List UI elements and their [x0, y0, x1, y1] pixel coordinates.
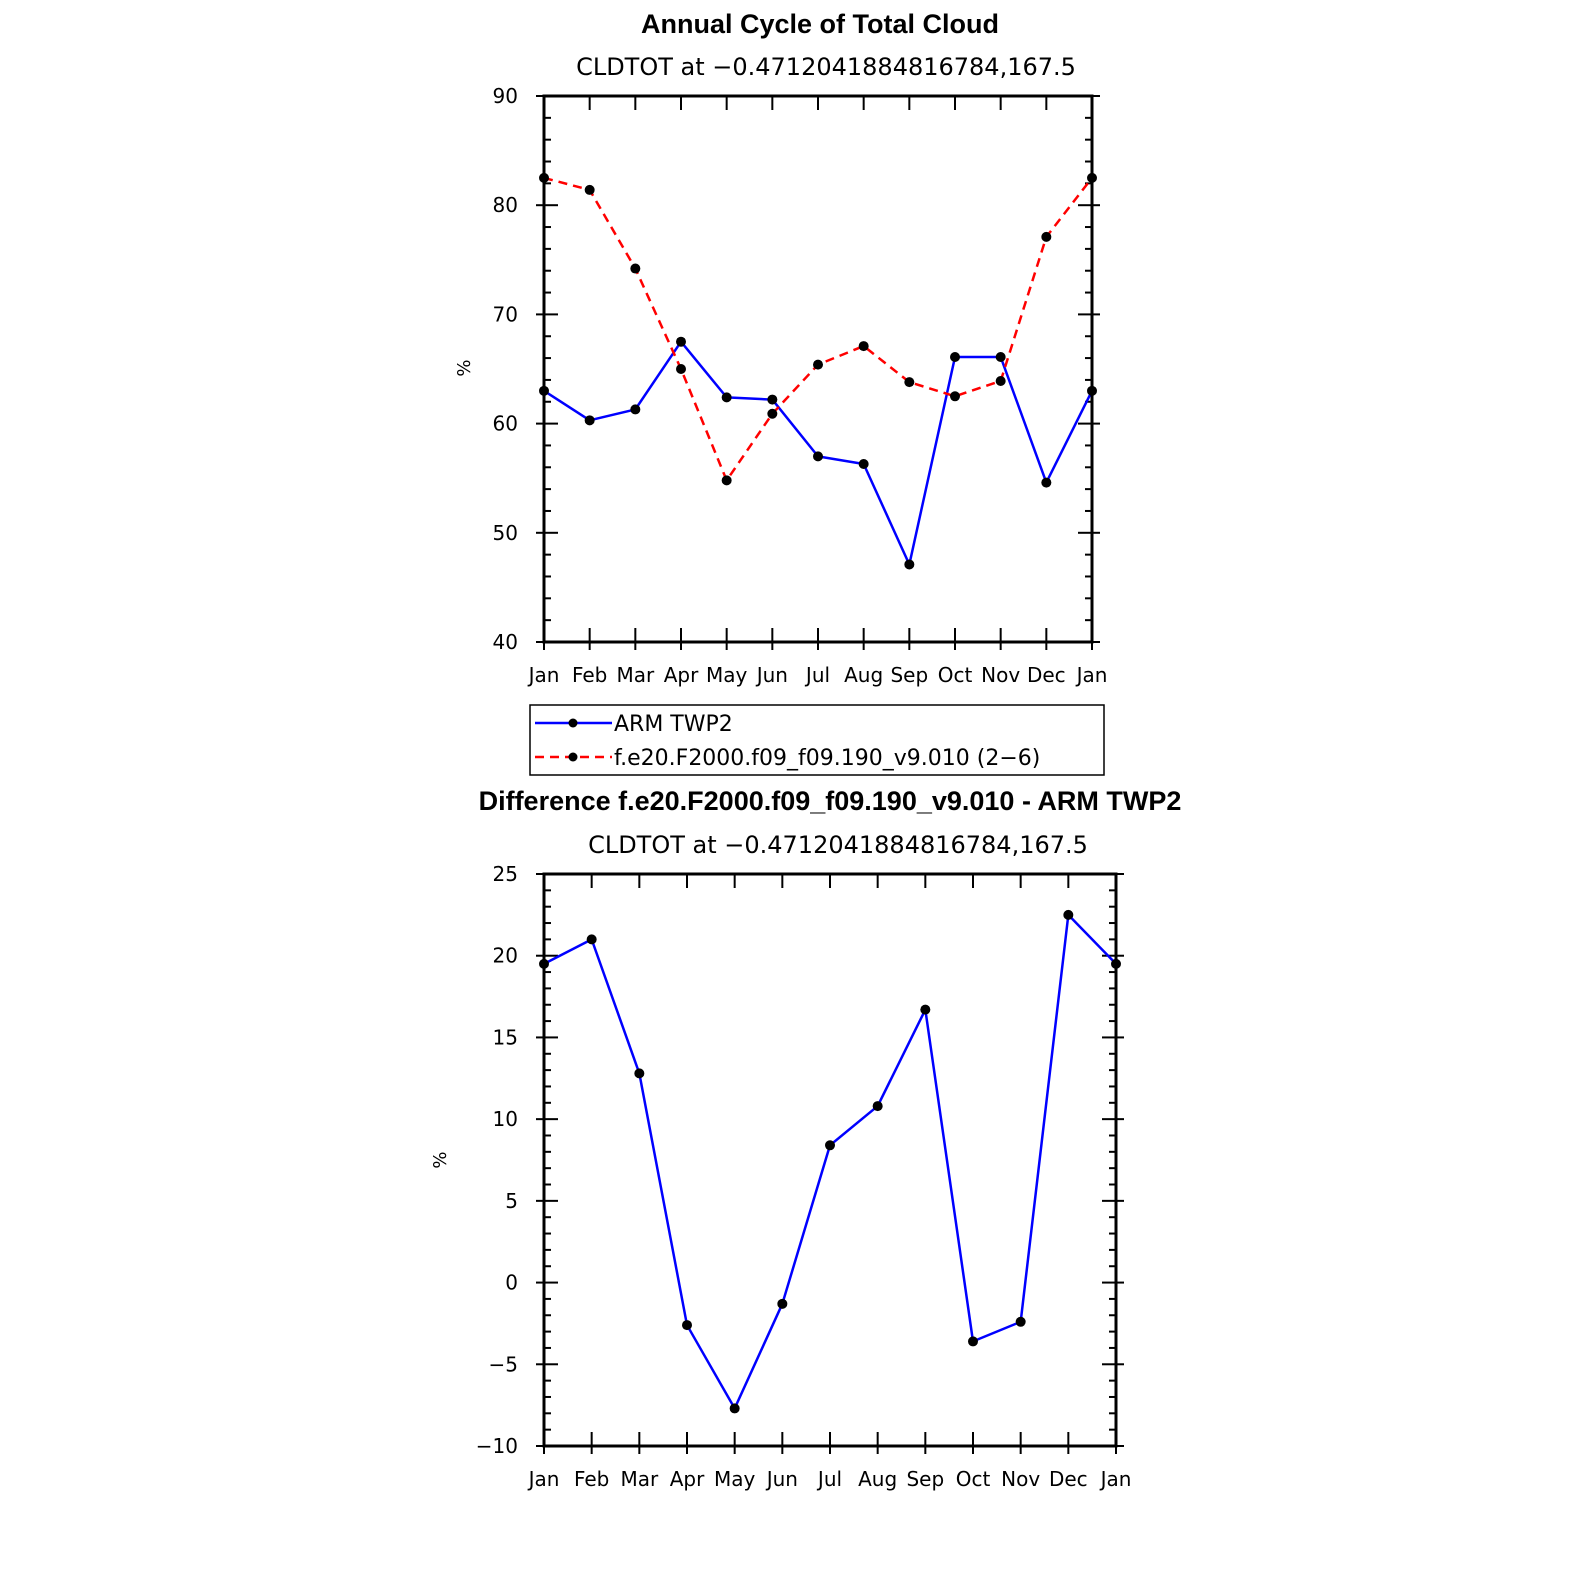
x-tick-label: Oct — [938, 663, 973, 687]
data-point — [950, 351, 960, 362]
y-tick-label: 10 — [493, 1107, 518, 1131]
data-point — [995, 376, 1006, 387]
data-point — [858, 341, 869, 352]
data-point — [995, 351, 1006, 362]
legend-label: ARM TWP2 — [614, 712, 733, 737]
x-tick-label: Oct — [956, 1467, 991, 1491]
data-point — [630, 263, 641, 274]
y-tick-label: 90 — [493, 84, 518, 108]
y-axis-label: % — [454, 359, 475, 376]
data-point — [729, 1403, 740, 1414]
y-tick-label: −10 — [476, 1434, 518, 1458]
x-tick-label: Jul — [804, 663, 830, 687]
x-tick-label: Jun — [755, 663, 788, 687]
chart-title: Annual Cycle of Total Cloud — [641, 9, 999, 39]
data-point — [634, 1068, 645, 1079]
x-tick-label: Jan — [527, 1467, 560, 1491]
x-tick-label: Nov — [1001, 1467, 1040, 1491]
annual-cycle-chart: Annual Cycle of Total Cloud CLDTOT at −0… — [454, 9, 1107, 687]
data-point — [721, 392, 732, 403]
x-tick-label: Jan — [527, 663, 560, 687]
y-tick-label: 60 — [493, 412, 518, 436]
plot-frame — [542, 94, 1094, 644]
y-tick-label: 20 — [493, 944, 518, 968]
data-point — [586, 934, 597, 945]
x-tick-label: May — [706, 663, 748, 687]
plot-frame — [542, 872, 1118, 1448]
data-point — [904, 559, 915, 570]
y-axis-label: % — [430, 1151, 451, 1168]
data-point — [1015, 1316, 1026, 1327]
data-point — [968, 1336, 978, 1347]
x-tick-label: Sep — [890, 663, 928, 687]
x-tick-label: Nov — [981, 663, 1020, 687]
chart-subtitle: CLDTOT at −0.4712041884816784,167.5 — [576, 53, 1076, 81]
x-tick-label: Jul — [816, 1467, 842, 1491]
data-point — [920, 1004, 931, 1015]
data-point — [872, 1101, 883, 1112]
legend-label: f.e20.F2000.f09_f09.190_v9.010 (2−6) — [614, 746, 1040, 771]
data-point — [721, 475, 732, 486]
x-tick-label: Jan — [1075, 663, 1108, 687]
y-tick-label: 70 — [493, 302, 518, 326]
x-tick-label: May — [714, 1467, 756, 1491]
data-point — [676, 364, 686, 374]
legend-entry-model: f.e20.F2000.f09_f09.190_v9.010 (2−6) — [535, 746, 1040, 771]
x-tick-label: Sep — [906, 1467, 944, 1491]
x-tick-label: Mar — [616, 663, 655, 687]
x-tick-label: Dec — [1027, 663, 1066, 687]
data-point — [767, 408, 778, 419]
chart-title: Difference f.e20.F2000.f09_f09.190_v9.01… — [479, 786, 1182, 816]
data-point — [1041, 231, 1052, 242]
legend-marker — [568, 718, 578, 728]
chart-subtitle: CLDTOT at −0.4712041884816784,167.5 — [588, 831, 1088, 859]
data-point — [767, 394, 778, 405]
x-tick-label: Dec — [1049, 1467, 1088, 1491]
data-point — [584, 184, 595, 195]
legend-marker — [568, 752, 578, 762]
legend-entry-arm: ARM TWP2 — [535, 712, 733, 737]
data-point — [630, 404, 641, 415]
difference-chart: Difference f.e20.F2000.f09_f09.190_v9.01… — [430, 786, 1181, 1491]
y-tick-label: 5 — [505, 1189, 518, 1213]
legend-box — [529, 704, 1105, 776]
y-tick-label: 40 — [493, 630, 518, 654]
x-tick-label: Feb — [572, 663, 607, 687]
y-tick-label: 80 — [493, 193, 518, 217]
series-line — [543, 176, 1093, 482]
y-tick-label: 0 — [505, 1271, 518, 1295]
x-tick-label: Jan — [1099, 1467, 1132, 1491]
data-point — [904, 377, 915, 388]
x-tick-label: Aug — [858, 1467, 897, 1491]
data-point — [676, 336, 686, 347]
x-tick-label: Mar — [620, 1467, 659, 1491]
legend: ARM TWP2 f.e20.F2000.f09_f09.190_v9.010 … — [529, 704, 1105, 776]
y-tick-label: −5 — [489, 1352, 518, 1376]
data-point — [1041, 477, 1052, 488]
data-point — [777, 1298, 788, 1309]
x-tick-label: Feb — [574, 1467, 609, 1491]
series-line — [543, 913, 1117, 1410]
data-point — [950, 391, 960, 402]
x-tick-label: Apr — [670, 1467, 705, 1491]
data-point — [825, 1140, 835, 1151]
y-tick-label: 25 — [493, 862, 518, 886]
y-tick-label: 50 — [493, 521, 518, 545]
data-point — [858, 459, 869, 470]
data-point — [584, 415, 595, 426]
x-tick-label: Aug — [844, 663, 883, 687]
y-tick-label: 15 — [493, 1025, 518, 1049]
x-tick-label: Apr — [664, 663, 699, 687]
data-point — [813, 359, 823, 370]
x-tick-label: Jun — [765, 1467, 798, 1491]
data-point — [813, 451, 823, 462]
data-point — [1063, 909, 1074, 920]
data-point — [682, 1320, 692, 1331]
